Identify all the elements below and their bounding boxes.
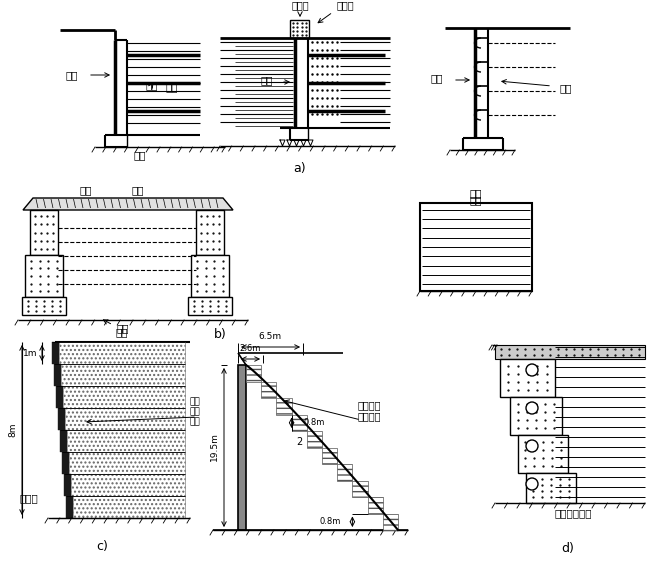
Text: 2: 2 — [296, 437, 302, 447]
Text: 面板: 面板 — [260, 75, 273, 85]
Bar — [60, 430, 67, 452]
Text: a): a) — [293, 162, 306, 175]
Bar — [322, 447, 337, 464]
Bar — [368, 497, 383, 514]
Text: 1m: 1m — [23, 349, 37, 358]
Bar — [290, 20, 309, 38]
Bar — [420, 203, 532, 291]
Circle shape — [526, 478, 538, 490]
Text: 8m: 8m — [8, 423, 17, 437]
Text: 格筋: 格筋 — [190, 417, 201, 426]
Text: 2.6m: 2.6m — [239, 344, 261, 353]
Text: b): b) — [214, 328, 226, 341]
Bar — [276, 398, 291, 414]
Text: 路面: 路面 — [131, 185, 144, 195]
Bar — [67, 430, 185, 452]
Bar — [25, 255, 63, 297]
Text: c): c) — [96, 540, 108, 553]
Text: 路面: 路面 — [469, 195, 482, 205]
Text: 0.8m: 0.8m — [303, 418, 325, 428]
Bar — [65, 408, 185, 430]
Bar — [188, 297, 232, 315]
Text: 拉筋: 拉筋 — [133, 150, 146, 160]
Bar — [71, 474, 185, 496]
Text: 面板: 面板 — [66, 70, 78, 80]
Text: 反滤层: 反滤层 — [337, 0, 355, 10]
Bar — [500, 359, 555, 397]
Bar — [307, 431, 322, 447]
Bar — [62, 452, 69, 474]
Text: 路面: 路面 — [116, 327, 128, 337]
Bar — [69, 452, 185, 474]
Bar — [510, 397, 562, 435]
Text: 加筋土: 加筋土 — [19, 493, 38, 503]
Text: 面板: 面板 — [430, 73, 443, 83]
Bar — [238, 365, 246, 530]
Text: 工加: 工加 — [190, 408, 201, 417]
Bar — [261, 382, 276, 398]
Polygon shape — [23, 198, 233, 210]
Bar — [291, 414, 307, 431]
Bar — [66, 496, 73, 518]
Text: 台阶式码头墙: 台阶式码头墙 — [554, 508, 592, 518]
Text: 0.8m: 0.8m — [319, 518, 341, 527]
Bar — [58, 408, 65, 430]
Bar — [52, 342, 59, 364]
Bar — [353, 480, 368, 497]
Bar — [54, 364, 61, 386]
Bar — [64, 474, 71, 496]
Bar — [518, 435, 568, 473]
Bar — [59, 342, 185, 364]
Bar — [495, 345, 645, 359]
Text: 填土: 填土 — [145, 80, 158, 90]
Text: 土栅: 土栅 — [190, 397, 201, 407]
Text: 6.5m: 6.5m — [258, 332, 282, 341]
Bar — [22, 297, 66, 315]
Bar — [56, 386, 63, 408]
Bar — [73, 496, 185, 518]
Text: 防波墙: 防波墙 — [291, 0, 309, 10]
Text: 填土: 填土 — [165, 82, 177, 92]
Text: 拉筋: 拉筋 — [469, 188, 482, 198]
Bar — [196, 210, 224, 255]
Text: 土工席垫
（有纺）: 土工席垫 （有纺） — [358, 400, 382, 422]
Text: 拉筋: 拉筋 — [560, 83, 572, 93]
Bar — [30, 210, 58, 255]
Bar — [526, 473, 576, 503]
Text: 面板: 面板 — [80, 185, 92, 195]
Text: d): d) — [562, 542, 574, 555]
Bar — [63, 386, 185, 408]
Bar — [61, 364, 185, 386]
Circle shape — [526, 402, 538, 414]
Bar — [246, 365, 261, 382]
Text: 拉筋: 拉筋 — [117, 323, 129, 333]
Bar — [337, 464, 353, 480]
Bar — [383, 514, 398, 530]
Circle shape — [526, 440, 538, 452]
Bar — [191, 255, 229, 297]
Text: 19.5m: 19.5m — [210, 433, 219, 462]
Circle shape — [526, 364, 538, 376]
